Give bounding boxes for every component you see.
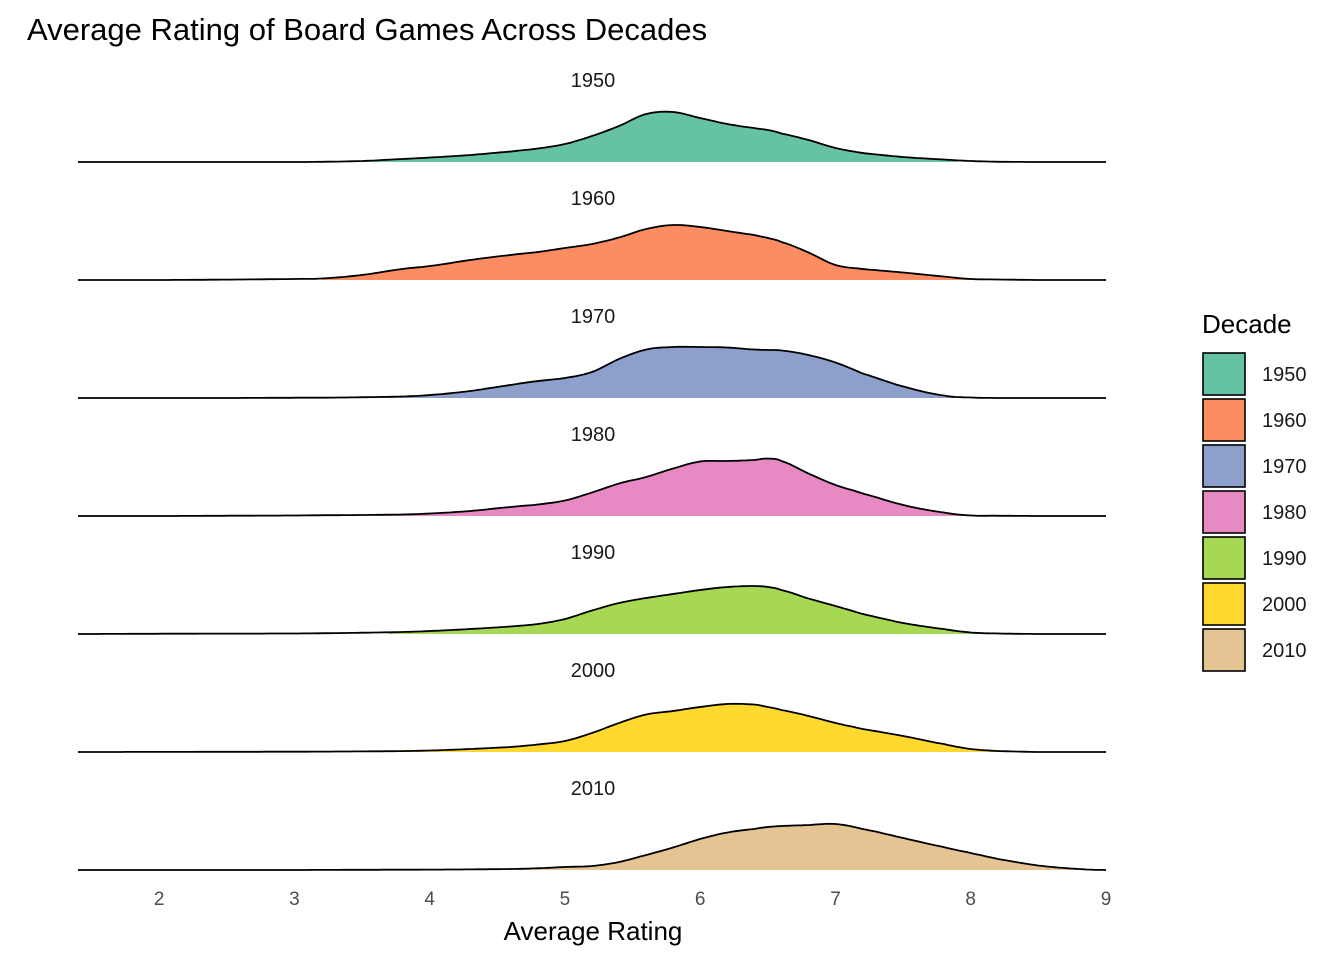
strip-label-1990: 1990 bbox=[571, 542, 616, 564]
strip-label-1950: 1950 bbox=[571, 70, 616, 92]
ridge-2000: 2000 bbox=[78, 660, 1106, 753]
legend-label-1960: 1960 bbox=[1262, 410, 1307, 432]
density-line-1970 bbox=[78, 345, 1106, 399]
legend-title: Decade bbox=[1202, 309, 1292, 339]
x-tick-label-5: 5 bbox=[560, 889, 571, 910]
strip-label-2010: 2010 bbox=[571, 778, 616, 800]
x-tick-label-4: 4 bbox=[424, 889, 435, 910]
ridge-1960: 1960 bbox=[78, 188, 1106, 281]
x-tick-label-7: 7 bbox=[830, 889, 841, 910]
legend-label-1980: 1980 bbox=[1262, 502, 1307, 524]
ridge-1950: 1950 bbox=[78, 70, 1106, 163]
legend-label-2010: 2010 bbox=[1262, 640, 1307, 662]
legend-key-1950 bbox=[1202, 352, 1246, 396]
density-fill-2010 bbox=[497, 823, 1079, 870]
x-tick-label-8: 8 bbox=[965, 889, 976, 910]
legend-key-1980 bbox=[1202, 490, 1246, 534]
density-line-1960 bbox=[78, 224, 1106, 281]
density-fill-1950 bbox=[362, 111, 958, 162]
legend-key-2010 bbox=[1202, 628, 1246, 672]
density-fill-1980 bbox=[375, 458, 971, 516]
density-fill-1970 bbox=[375, 346, 971, 398]
strip-label-1970: 1970 bbox=[571, 306, 616, 328]
x-tick-label-6: 6 bbox=[695, 889, 706, 910]
legend: Decade 1950 1960 1970 1980 1990 2000 2010 bbox=[1202, 309, 1307, 672]
density-line-2000 bbox=[78, 702, 1106, 753]
legend-key-1990 bbox=[1202, 536, 1246, 580]
density-fill-2000 bbox=[389, 703, 1012, 752]
chart-title: Average Rating of Board Games Across Dec… bbox=[27, 12, 707, 47]
density-line-1990 bbox=[78, 585, 1106, 635]
x-axis-label: Average Rating bbox=[504, 916, 683, 946]
ridge-1970: 1970 bbox=[78, 306, 1106, 399]
legend-key-2000 bbox=[1202, 582, 1246, 626]
ridge-panels: 1950 1960 1970 1980 1990 2000 2010 bbox=[78, 70, 1107, 871]
x-tick-label-3: 3 bbox=[289, 889, 300, 910]
density-line-1980 bbox=[78, 457, 1106, 517]
ridge-2010: 2010 bbox=[78, 778, 1107, 871]
density-fill-1990 bbox=[389, 586, 1012, 634]
x-tick-label-9: 9 bbox=[1101, 889, 1112, 910]
legend-label-1970: 1970 bbox=[1262, 456, 1307, 478]
ridge-1980: 1980 bbox=[78, 424, 1106, 517]
strip-label-1980: 1980 bbox=[571, 424, 616, 446]
legend-key-1970 bbox=[1202, 444, 1246, 488]
legend-label-1950: 1950 bbox=[1262, 364, 1307, 386]
strip-label-1960: 1960 bbox=[571, 188, 616, 210]
density-line-2010 bbox=[78, 822, 1107, 871]
density-line-1950 bbox=[78, 110, 1106, 163]
legend-label-1990: 1990 bbox=[1262, 548, 1307, 570]
legend-key-1960 bbox=[1202, 398, 1246, 442]
strip-label-2000: 2000 bbox=[571, 660, 616, 682]
density-fill-1960 bbox=[321, 224, 971, 280]
x-axis: 2 3 4 5 6 7 8 9 bbox=[154, 889, 1111, 910]
legend-label-2000: 2000 bbox=[1262, 594, 1307, 616]
ridge-1990: 1990 bbox=[78, 542, 1106, 635]
x-tick-label-2: 2 bbox=[154, 889, 165, 910]
